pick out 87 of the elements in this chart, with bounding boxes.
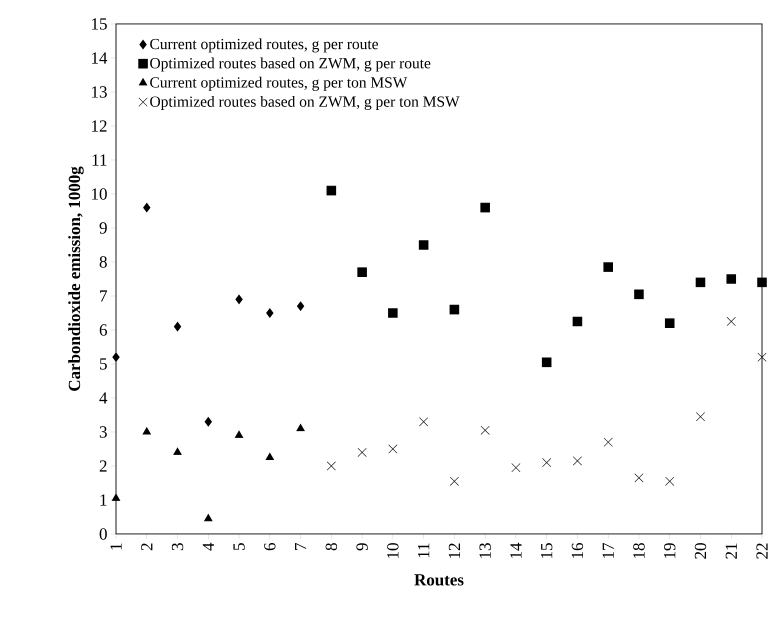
- y-axis-title: Carbondioxide emission, 1000g: [68, 166, 84, 391]
- y-tick-label: 1: [100, 494, 106, 506]
- point: [388, 444, 398, 454]
- point: [450, 476, 459, 486]
- x-tick-label: 11: [418, 544, 430, 558]
- x-tick-label: 8: [326, 543, 338, 550]
- x-tick-label: 14: [510, 542, 522, 558]
- x-tick-label: 16: [572, 543, 584, 558]
- point: [326, 461, 336, 471]
- point: [174, 322, 182, 332]
- y-tick-label: 4: [99, 392, 108, 404]
- point: [296, 301, 304, 311]
- y-tick-label: 10: [92, 188, 107, 200]
- y-tick-label: 5: [100, 358, 107, 370]
- x-tick-label: 7: [295, 542, 306, 550]
- legend-label: Optimized routes based on ZWM, g per ton MSW: [150, 96, 460, 110]
- point: [388, 308, 398, 318]
- y-tick-label: 2: [100, 460, 107, 472]
- point: [143, 202, 150, 212]
- point: [142, 427, 151, 435]
- y-tick-label: 14: [92, 52, 108, 64]
- point: [604, 438, 613, 447]
- point: [450, 304, 460, 314]
- y-tick-label: 13: [92, 86, 107, 98]
- x-tick-label: 5: [233, 543, 245, 550]
- y-tick-label: 12: [92, 120, 107, 132]
- point: [204, 417, 212, 427]
- y-tick-label: 3: [100, 426, 107, 438]
- y-tick-label: 15: [92, 18, 107, 30]
- y-tick-label: 7: [100, 290, 108, 302]
- x-tick-label: 9: [356, 543, 368, 550]
- legend-label: Optimized routes based on ZWM, g per route: [150, 58, 430, 72]
- point: [542, 358, 552, 368]
- x-tick-label: 1: [110, 544, 122, 550]
- point: [511, 463, 520, 472]
- point: [664, 318, 675, 328]
- point: [572, 456, 582, 466]
- point: [235, 294, 243, 304]
- legend-label: Current optimized routes, g per route: [150, 38, 378, 52]
- point: [418, 240, 428, 250]
- legend-label: Current optimized routes, g per ton MSW: [150, 76, 408, 91]
- point: [603, 262, 613, 272]
- point: [419, 417, 428, 426]
- x-tick-label: 10: [387, 543, 399, 558]
- x-tick-label: 4: [202, 542, 214, 551]
- x-tick-label: 2: [141, 543, 152, 550]
- point: [634, 290, 644, 300]
- y-tick-label: 6: [100, 324, 107, 336]
- point: [757, 278, 767, 288]
- x-tick-label: 17: [602, 542, 614, 558]
- x-tick-label: 15: [540, 543, 552, 558]
- point: [266, 308, 274, 318]
- point: [572, 316, 582, 326]
- y-tick-label: 8: [100, 256, 107, 268]
- x-tick-label: 19: [664, 543, 676, 558]
- x-tick-label: 3: [172, 543, 184, 550]
- point: [726, 274, 736, 284]
- y-tick-label: 11: [92, 154, 106, 166]
- point: [112, 494, 120, 501]
- x-tick-label: 12: [448, 543, 460, 558]
- point: [112, 352, 120, 362]
- point: [634, 473, 644, 482]
- x-tick-label: 13: [479, 543, 491, 558]
- point: [204, 514, 212, 522]
- point: [480, 426, 490, 435]
- point: [665, 476, 674, 486]
- x-tick-label: 20: [694, 543, 706, 559]
- point: [296, 424, 305, 432]
- point: [726, 316, 736, 326]
- point: [266, 452, 274, 460]
- x-axis-title: Routes: [414, 574, 464, 586]
- point: [357, 267, 367, 277]
- x-tick-label: 22: [756, 543, 768, 559]
- point: [757, 352, 767, 362]
- point: [358, 448, 367, 457]
- point: [326, 186, 336, 196]
- x-tick-label: 6: [264, 543, 276, 550]
- y-tick-label: 9: [100, 222, 107, 234]
- point: [696, 412, 706, 422]
- point: [173, 448, 182, 455]
- y-tick-label: 0: [100, 528, 107, 540]
- point: [696, 278, 706, 288]
- point: [234, 430, 244, 438]
- point: [542, 458, 552, 468]
- x-tick-label: 18: [633, 543, 645, 558]
- point: [480, 202, 490, 212]
- x-tick-label: 21: [726, 544, 737, 559]
